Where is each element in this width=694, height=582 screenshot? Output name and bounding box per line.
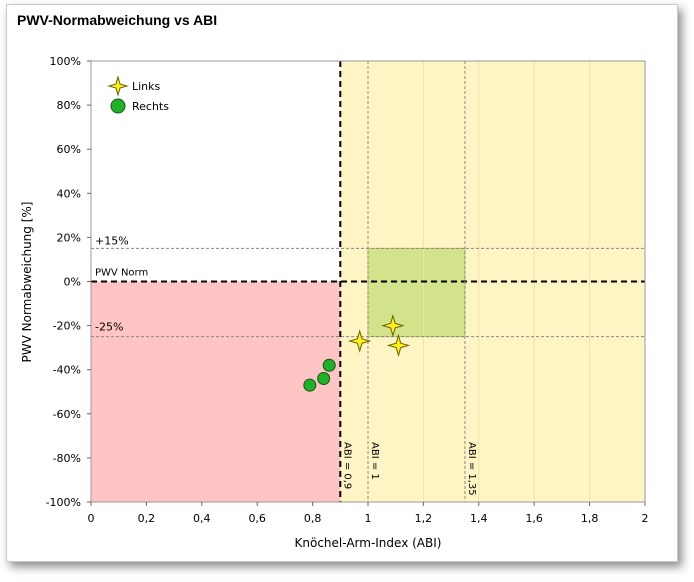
reference-line-label: +15%: [95, 234, 129, 247]
legend-marker-star: [107, 75, 129, 97]
shaded-region: [367, 247, 466, 338]
y-tick-label: -40%: [53, 364, 81, 377]
chart-title: PWV-Normabweichung vs ABI: [17, 12, 218, 28]
y-tick-label: 100%: [50, 55, 81, 68]
reference-lines: +15% PWV Norm -25% ABI = 0,9 ABI = 1 ABI = 1,…: [91, 61, 645, 502]
reference-line-label: -25%: [95, 321, 123, 334]
legend-label: Rechts: [132, 100, 169, 113]
data-point-star: [386, 333, 411, 358]
y-tick-label: 60%: [57, 143, 81, 156]
shaded-region: [91, 281, 341, 502]
data-point-circle: [322, 358, 336, 372]
x-tick-label: 2: [642, 512, 649, 525]
x-tick-label: 1,8: [581, 512, 599, 525]
reference-line-label: ABI = 1: [369, 442, 380, 480]
data-point-star: [347, 329, 372, 353]
legend-label: Links: [132, 80, 161, 93]
reference-line-label: PWV Norm: [95, 268, 148, 279]
x-tick-label: 0: [88, 512, 95, 525]
y-axis-label: PWV Normabweichung [%]: [20, 202, 34, 363]
chart-marks: [303, 313, 411, 392]
x-tick-label: 1,4: [470, 512, 488, 525]
y-tick-label: -20%: [53, 320, 81, 333]
x-tick-label: 1: [365, 512, 372, 525]
x-tick-label: 0,6: [248, 512, 266, 525]
x-tick-label: 0,2: [138, 512, 156, 525]
y-tick-label: 0%: [64, 276, 81, 289]
data-point-circle: [317, 372, 331, 386]
y-tick-label: -80%: [53, 452, 81, 465]
y-tick-label: -100%: [46, 496, 81, 509]
chart-axes: 0 0,2 0,4 0,6 0,8 1 1,2 1,4 1,6 1,8 2 100% 80% 60% 40%…: [46, 55, 649, 525]
reference-line-label: ABI = 1,35: [466, 442, 477, 496]
x-tick-label: 1,2: [415, 512, 433, 525]
x-axis-label: Knöchel-Arm-Index (ABI): [295, 536, 442, 550]
chart-legend: Links Rechts: [107, 75, 169, 114]
data-point-star: [381, 313, 405, 338]
x-tick-label: 0,8: [304, 512, 322, 525]
y-tick-label: 20%: [57, 231, 81, 244]
legend-marker-circle: [110, 98, 126, 114]
data-point-circle: [303, 378, 317, 392]
y-tick-label: 80%: [57, 99, 81, 112]
reference-line-label: ABI = 0,9: [341, 442, 352, 489]
y-tick-label: 40%: [57, 187, 81, 200]
y-tick-label: -60%: [53, 408, 81, 421]
x-tick-label: 1,6: [525, 512, 543, 525]
x-tick-label: 0,4: [193, 512, 211, 525]
